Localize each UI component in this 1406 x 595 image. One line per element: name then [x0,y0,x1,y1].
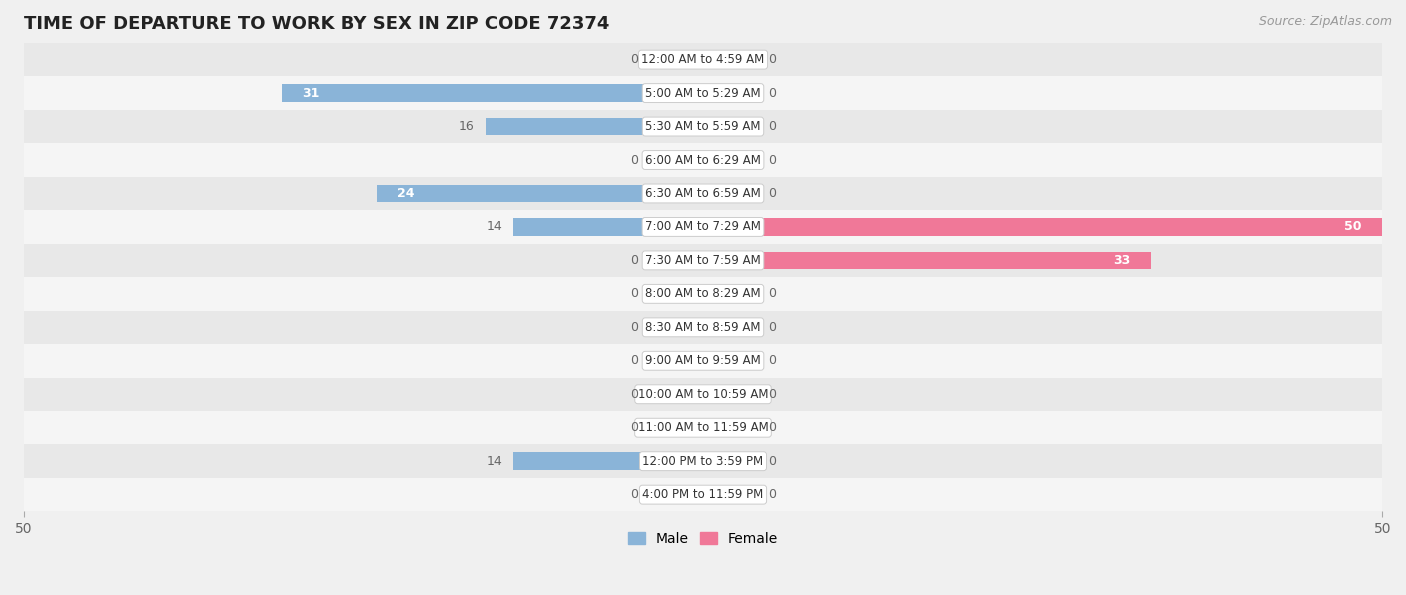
Bar [703,486,758,503]
Bar [648,51,703,68]
Text: 31: 31 [302,87,319,99]
Text: 7:30 AM to 7:59 AM: 7:30 AM to 7:59 AM [645,254,761,267]
Bar [703,452,758,470]
Text: 5:00 AM to 5:29 AM: 5:00 AM to 5:29 AM [645,87,761,99]
Text: 9:00 AM to 9:59 AM: 9:00 AM to 9:59 AM [645,354,761,367]
Text: 14: 14 [486,455,502,468]
Bar [703,151,758,169]
Text: 0: 0 [630,53,638,66]
Text: TIME OF DEPARTURE TO WORK BY SEX IN ZIP CODE 72374: TIME OF DEPARTURE TO WORK BY SEX IN ZIP … [24,15,609,33]
Bar [0,411,1406,444]
Text: 8:30 AM to 8:59 AM: 8:30 AM to 8:59 AM [645,321,761,334]
Bar [703,218,1382,236]
Bar [703,51,758,68]
Bar [648,151,703,169]
Bar [648,319,703,336]
Text: 4:00 PM to 11:59 PM: 4:00 PM to 11:59 PM [643,488,763,501]
Bar [703,319,758,336]
Bar [703,386,758,403]
Text: 0: 0 [630,388,638,401]
Text: 33: 33 [1114,254,1130,267]
Bar [281,84,703,102]
Bar [648,386,703,403]
Bar [0,478,1406,511]
Bar [703,285,758,303]
Bar [0,43,1406,76]
Text: 6:30 AM to 6:59 AM: 6:30 AM to 6:59 AM [645,187,761,200]
Bar [0,244,1406,277]
Text: 11:00 AM to 11:59 AM: 11:00 AM to 11:59 AM [638,421,768,434]
Bar [0,344,1406,377]
Bar [0,444,1406,478]
Bar [703,252,1152,269]
Text: 24: 24 [398,187,415,200]
Text: 12:00 AM to 4:59 AM: 12:00 AM to 4:59 AM [641,53,765,66]
Bar [377,185,703,202]
Bar [513,218,703,236]
Text: 0: 0 [768,388,776,401]
Text: 0: 0 [768,187,776,200]
Bar [648,419,703,436]
Bar [0,177,1406,210]
Bar [703,352,758,369]
Bar [513,452,703,470]
Bar [0,143,1406,177]
Text: 10:00 AM to 10:59 AM: 10:00 AM to 10:59 AM [638,388,768,401]
Text: 0: 0 [768,488,776,501]
Text: 0: 0 [768,455,776,468]
Text: 0: 0 [630,354,638,367]
Text: 0: 0 [630,287,638,300]
Text: Source: ZipAtlas.com: Source: ZipAtlas.com [1258,15,1392,28]
Text: 0: 0 [630,254,638,267]
Bar [485,118,703,135]
Text: 0: 0 [768,287,776,300]
Text: 0: 0 [768,53,776,66]
Text: 50: 50 [1344,220,1362,233]
Bar [0,377,1406,411]
Text: 5:30 AM to 5:59 AM: 5:30 AM to 5:59 AM [645,120,761,133]
Bar [0,311,1406,344]
Text: 0: 0 [768,354,776,367]
Text: 6:00 AM to 6:29 AM: 6:00 AM to 6:29 AM [645,154,761,167]
Text: 7:00 AM to 7:29 AM: 7:00 AM to 7:29 AM [645,220,761,233]
Bar [648,252,703,269]
Bar [703,185,758,202]
Text: 0: 0 [768,321,776,334]
Text: 0: 0 [768,154,776,167]
Bar [0,110,1406,143]
Text: 0: 0 [768,120,776,133]
Text: 0: 0 [630,488,638,501]
Bar [648,486,703,503]
Legend: Male, Female: Male, Female [623,526,783,552]
Text: 14: 14 [486,220,502,233]
Text: 12:00 PM to 3:59 PM: 12:00 PM to 3:59 PM [643,455,763,468]
Text: 0: 0 [768,421,776,434]
Bar [0,76,1406,110]
Text: 0: 0 [630,154,638,167]
Text: 0: 0 [630,421,638,434]
Bar [703,419,758,436]
Bar [703,84,758,102]
Text: 0: 0 [630,321,638,334]
Bar [0,277,1406,311]
Bar [648,352,703,369]
Text: 8:00 AM to 8:29 AM: 8:00 AM to 8:29 AM [645,287,761,300]
Bar [648,285,703,303]
Text: 0: 0 [768,87,776,99]
Bar [0,210,1406,244]
Text: 16: 16 [458,120,475,133]
Bar [703,118,758,135]
